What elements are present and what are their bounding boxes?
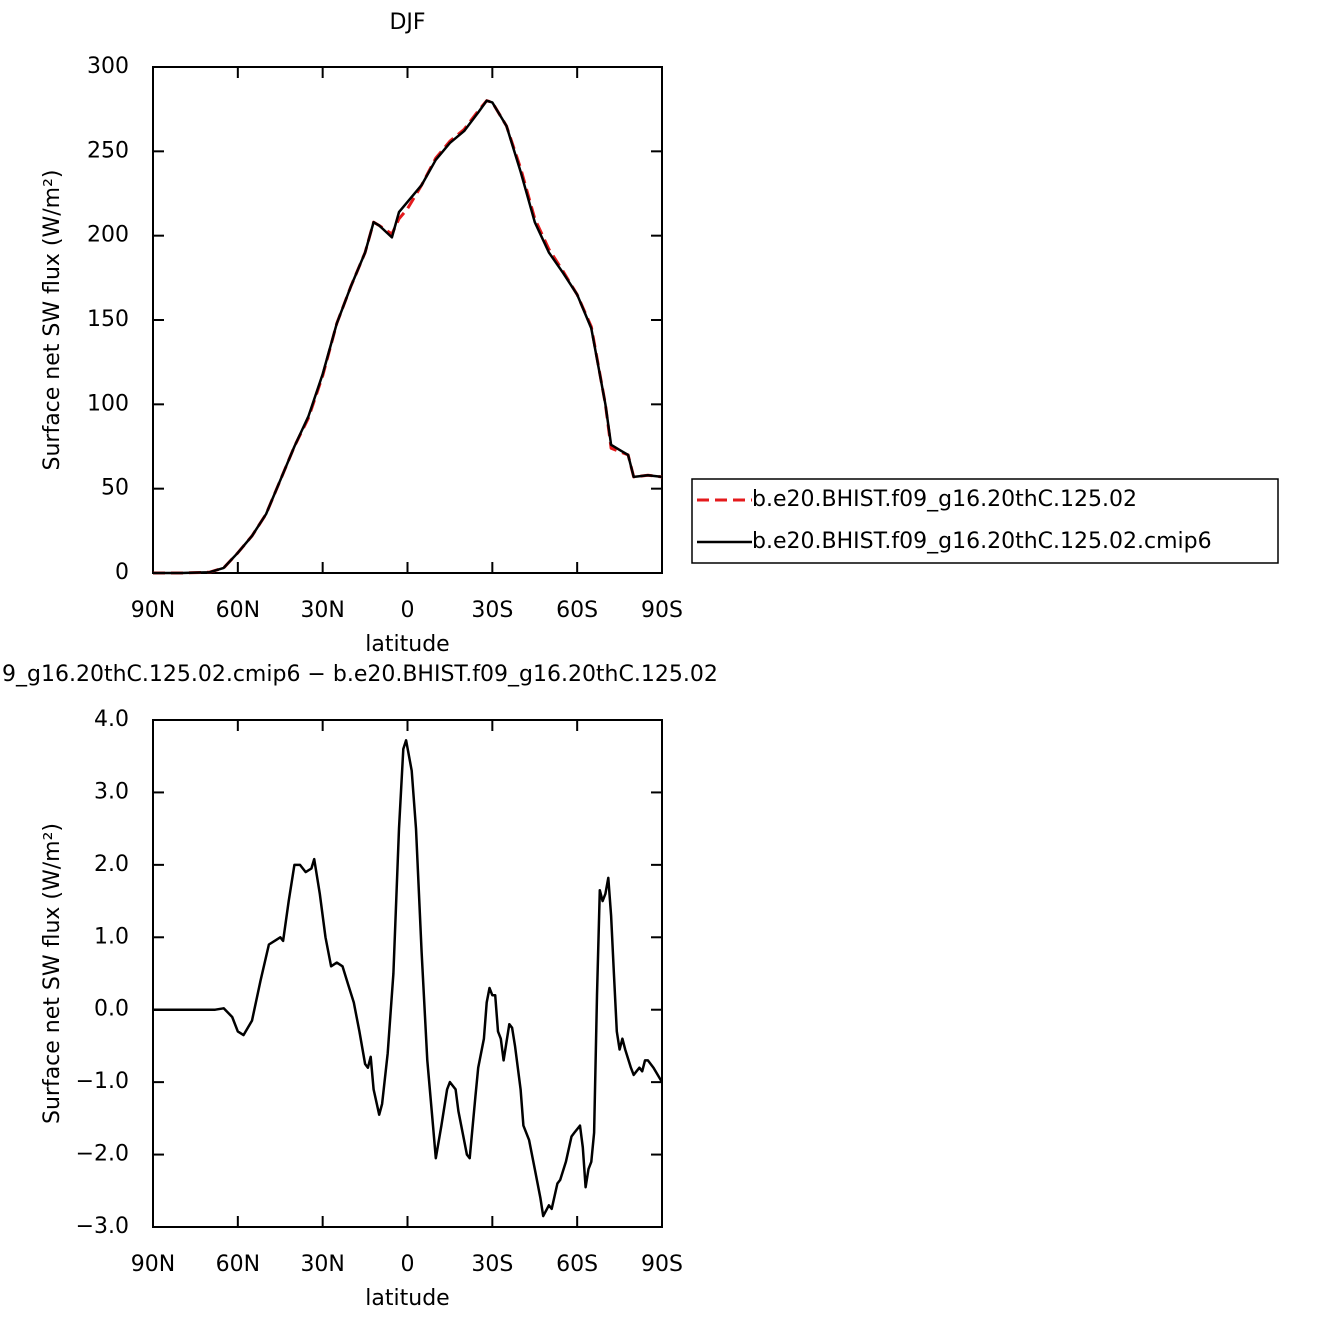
y-tick-label: 0 xyxy=(115,560,129,585)
y-tick-label: 0.0 xyxy=(94,997,129,1022)
x-tick-label: 90S xyxy=(641,1252,683,1277)
y-axis-label: Surface net SW flux (W/m²) xyxy=(40,169,65,470)
x-tick-label: 30S xyxy=(471,598,513,623)
y-tick-label: 50 xyxy=(101,476,129,501)
data-line xyxy=(153,99,663,575)
x-tick-label: 60S xyxy=(556,598,598,623)
y-axis-label: Surface net SW flux (W/m²) xyxy=(40,823,65,1124)
x-tick-label: 60N xyxy=(216,598,260,623)
x-tick-label: 30S xyxy=(471,1252,513,1277)
y-tick-label: 2.0 xyxy=(94,852,129,877)
chart-title: DJF xyxy=(389,10,425,35)
x-tick-label: 0 xyxy=(401,598,415,623)
y-tick-label: 300 xyxy=(87,54,129,79)
data-line xyxy=(153,99,663,575)
x-tick-label: 60S xyxy=(556,1252,598,1277)
y-tick-label: 250 xyxy=(87,138,129,163)
x-tick-label: 30N xyxy=(300,1252,344,1277)
data-line xyxy=(153,739,664,1218)
x-tick-label: 0 xyxy=(401,1252,415,1277)
legend-box xyxy=(691,478,1279,564)
legend-label: b.e20.BHIST.f09_g16.20thC.125.02 xyxy=(752,487,1137,512)
y-tick-label: −1.0 xyxy=(76,1069,129,1094)
y-tick-label: −3.0 xyxy=(76,1214,129,1239)
x-tick-label: 30N xyxy=(300,598,344,623)
plot-frame xyxy=(152,719,663,1228)
y-tick-label: 3.0 xyxy=(94,779,129,804)
y-tick-label: 1.0 xyxy=(94,924,129,949)
y-tick-label: 4.0 xyxy=(94,707,129,732)
chart-title: 9_g16.20thC.125.02.cmip6 − b.e20.BHIST.f… xyxy=(2,662,718,687)
x-tick-label: 60N xyxy=(216,1252,260,1277)
y-tick-label: 200 xyxy=(87,223,129,248)
y-tick-label: 150 xyxy=(87,307,129,332)
y-tick-label: 100 xyxy=(87,391,129,416)
x-tick-label: 90N xyxy=(131,1252,175,1277)
x-axis-label: latitude xyxy=(365,1286,449,1311)
x-tick-label: 90N xyxy=(131,598,175,623)
plot-frame xyxy=(152,66,663,574)
y-tick-label: −2.0 xyxy=(76,1142,129,1167)
legend-label: b.e20.BHIST.f09_g16.20thC.125.02.cmip6 xyxy=(752,529,1212,554)
x-tick-label: 90S xyxy=(641,598,683,623)
x-axis-label: latitude xyxy=(365,632,449,657)
